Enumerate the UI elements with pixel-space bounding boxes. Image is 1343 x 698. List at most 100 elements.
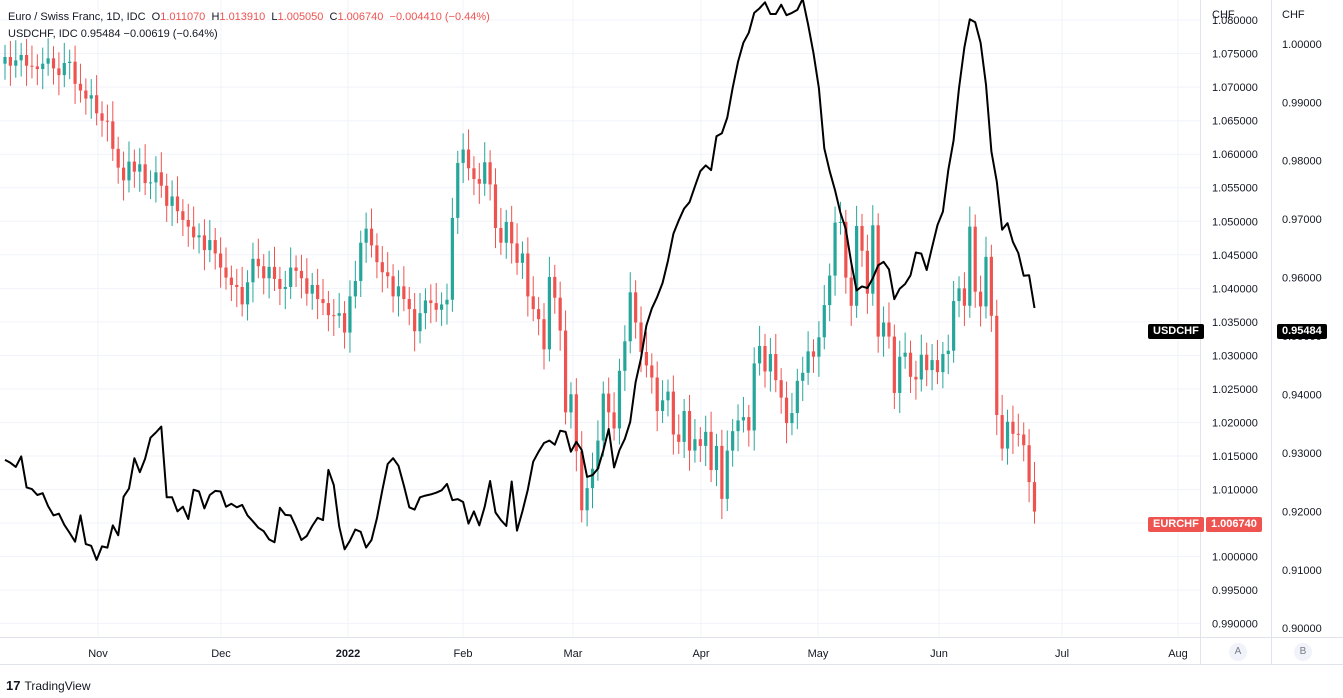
candle-body [148,182,153,184]
scale-b-button[interactable]: B [1294,643,1312,661]
candle-body [887,322,891,337]
candle-body [784,397,789,424]
candle-body [159,172,163,186]
candle-body [434,303,438,310]
candle-body [493,184,498,228]
high-value: 1.013910 [219,11,266,23]
candle-body [720,445,724,499]
candle-body [1000,415,1004,449]
candle-body [439,304,444,310]
eurchf-legend-row: Euro / Swiss Franc, 1D, IDC O1.011070 H1… [8,9,490,26]
candle-body [989,256,993,316]
candle-body [526,253,530,297]
candle-body [316,284,320,300]
candle-body [402,286,406,300]
price-scale-a[interactable]: 0.9900000.9950001.0000001.0050001.010000… [1212,15,1258,630]
tradingview-logo-icon: 17 [6,678,21,693]
candle-body [289,267,293,287]
candle-body [8,56,12,66]
candle-body [957,288,961,302]
price-scale-b[interactable]: 0.900000.910000.920000.930000.940000.950… [1282,39,1322,635]
candle-body [978,291,983,307]
candle-body [413,309,417,332]
candle-body [758,345,762,364]
candle-body [84,90,88,99]
candle-body [838,221,843,223]
price-tick-a: 0.995000 [1212,585,1258,597]
price-tick-a: 1.040000 [1212,283,1258,295]
candle-body [1005,421,1010,449]
price-tick-a: 1.080000 [1212,15,1258,27]
candle-body [828,275,832,306]
candle-body [903,352,907,357]
time-axis[interactable]: Nov Dec 2022 Feb Mar Apr May Jun Jul Aug [88,648,1188,660]
candle-body [860,225,864,251]
candle-body [704,431,708,446]
candle-body [1016,433,1020,435]
candle-body [768,354,772,372]
candle-body [752,363,756,431]
time-tick: Jul [1055,648,1069,660]
candle-body [510,221,514,244]
candle-body [62,63,66,76]
candle-body [871,225,875,294]
candle-body [192,226,196,238]
candle-body [235,284,239,287]
candle-body [407,299,411,310]
candle-body [962,288,967,306]
price-tick-a: 1.030000 [1212,350,1258,362]
tradingview-brand[interactable]: 17 TradingView [6,678,91,693]
candle-body [725,450,729,499]
candle-body [240,286,244,305]
candle-body [865,250,869,294]
candle-body [170,196,174,206]
candle-body [504,221,508,243]
brand-name: TradingView [24,679,91,693]
candle-body [1022,434,1026,446]
candle-body [369,228,374,246]
candle-body [95,95,99,114]
candle-body [639,322,643,353]
scale-b-title: CHF [1282,9,1305,21]
candle-body [698,439,702,446]
candle-body [456,162,460,218]
candle-body [418,313,422,332]
candle-body [520,253,525,263]
price-tick-a: 1.075000 [1212,49,1258,61]
chart-legend: Euro / Swiss Franc, 1D, IDC O1.011070 H1… [8,9,490,43]
candle-body [537,309,541,320]
price-tick-b: 0.97000 [1282,214,1322,226]
candle-body [531,296,535,310]
candle-body [881,322,886,337]
candle-body [1011,421,1015,434]
symbol-title[interactable]: Euro / Swiss Franc, 1D, IDC [8,11,146,23]
price-tick-a: 1.045000 [1212,250,1258,262]
candle-body [310,284,314,294]
candle-body [574,394,578,452]
candle-body [283,286,287,289]
candle-body [380,262,384,273]
price-tick-b: 0.93000 [1282,448,1322,460]
candle-body [876,225,880,337]
candle-body [515,243,519,263]
candle-body [251,258,255,283]
candle-body [342,313,347,333]
candle-body [612,412,616,429]
candle-body [908,352,913,377]
candle-body [262,266,266,279]
candle-body [892,336,896,393]
candle-body [245,282,250,305]
candle-body [499,227,503,243]
candle-body [219,253,223,268]
price-tick-a: 1.050000 [1212,216,1258,228]
scale-a-button[interactable]: A [1229,643,1247,661]
price-tick-b: 0.96000 [1282,273,1322,285]
candle-body [78,83,83,91]
time-tick: May [808,648,829,660]
candle-body [57,68,61,76]
candle-body [267,266,271,279]
candle-body [1027,445,1031,483]
usdchf-legend-row[interactable]: USDCHF, IDC 0.95484 −0.00619 (−0.64%) [8,28,218,40]
candle-body [569,394,573,413]
